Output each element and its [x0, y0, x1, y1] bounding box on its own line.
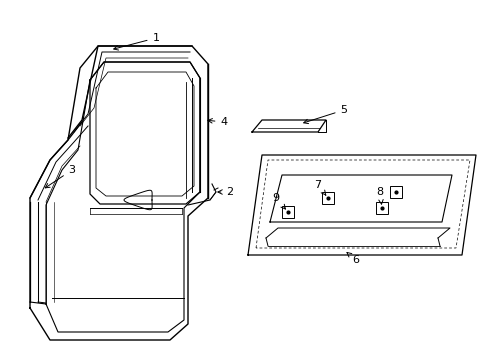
- FancyBboxPatch shape: [321, 192, 334, 204]
- Text: 1: 1: [114, 33, 159, 50]
- Text: 9: 9: [272, 193, 285, 209]
- Text: 5: 5: [303, 105, 347, 123]
- Text: 8: 8: [376, 187, 383, 204]
- Text: 2: 2: [218, 187, 233, 197]
- Text: 6: 6: [346, 252, 359, 265]
- FancyBboxPatch shape: [375, 202, 387, 214]
- FancyBboxPatch shape: [389, 186, 402, 198]
- Text: 3: 3: [45, 165, 75, 188]
- Text: 4: 4: [207, 117, 227, 127]
- Text: 7: 7: [314, 180, 325, 195]
- FancyBboxPatch shape: [281, 206, 294, 218]
